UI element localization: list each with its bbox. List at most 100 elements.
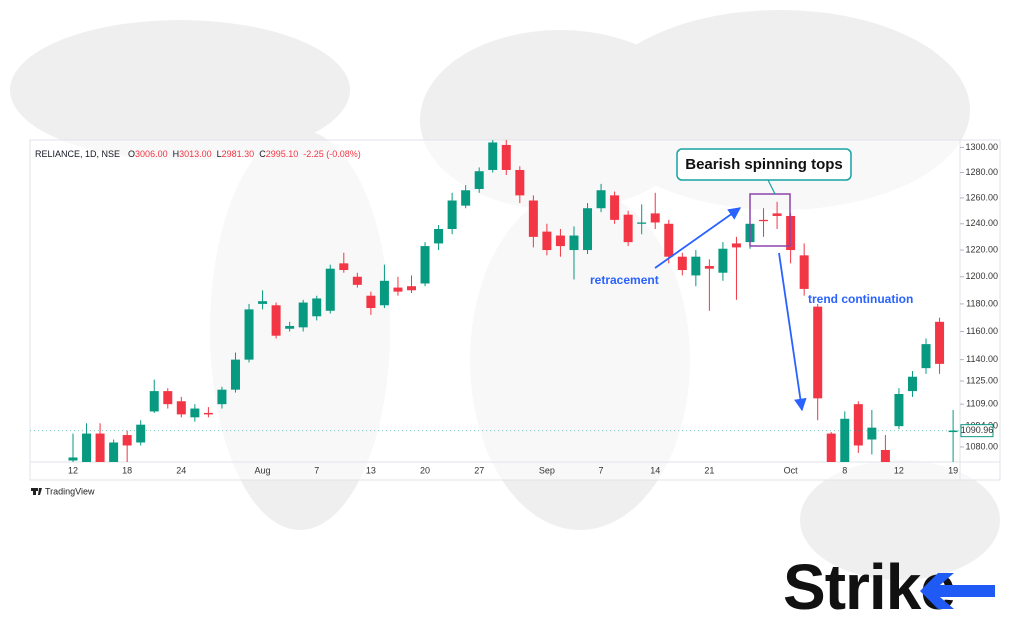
candle-body	[366, 295, 376, 309]
candle-body	[312, 298, 322, 317]
last-price-label: 1090.96	[961, 425, 994, 435]
last-price-box	[960, 424, 994, 438]
chart-panel	[29, 139, 1001, 481]
candle-body	[298, 302, 308, 328]
candle-body	[244, 309, 254, 360]
candle-body	[461, 190, 471, 206]
candle-body	[880, 449, 890, 462]
ohlc-value: 2995.10	[266, 149, 299, 159]
x-tick-label: 13	[366, 465, 376, 475]
candle-body	[691, 256, 701, 276]
continuation-arrow	[778, 252, 807, 412]
candle-body	[853, 404, 863, 446]
candle-body	[447, 200, 457, 229]
y-tick-label: 1109.00	[966, 399, 998, 409]
candle-body	[583, 208, 593, 251]
ohlc-value: 3006.00	[135, 149, 168, 159]
candle-body	[948, 430, 958, 433]
x-tick-label: 27	[474, 465, 484, 475]
candle-body	[569, 235, 579, 251]
candle-body	[759, 219, 769, 222]
ohlc-key: H	[173, 149, 180, 159]
candle-body	[542, 231, 552, 251]
ohlc-key: O	[128, 149, 135, 159]
y-tick-label: 1080.00	[965, 441, 998, 451]
x-tick-label: Oct	[784, 465, 799, 475]
x-tick-label: 14	[650, 465, 660, 475]
y-tick-label: 1125.00	[966, 375, 998, 385]
candle-body	[203, 412, 213, 415]
candle-body	[501, 144, 511, 170]
brand-arrow	[920, 573, 995, 609]
candle-body	[82, 433, 92, 462]
plot: 1300.00 1280.00 1260.00 1240.00 1220.00 1200.…	[30, 140, 998, 475]
ohlc-value: 2981.30	[222, 149, 255, 159]
candle-body	[393, 287, 403, 292]
callout-box	[676, 148, 852, 181]
candle-body	[935, 321, 945, 364]
candle-body	[379, 280, 389, 306]
candle-body	[176, 401, 186, 415]
candle-body	[907, 376, 917, 392]
candle-body	[637, 222, 647, 224]
candle-body	[555, 235, 565, 247]
candle-body	[190, 408, 200, 418]
candle-body	[95, 433, 105, 462]
candle-body	[420, 246, 430, 284]
candle-body	[407, 286, 416, 291]
candle-body	[68, 457, 78, 461]
candle-body	[474, 171, 484, 189]
x-tick-label: 7	[314, 465, 319, 475]
candle-body	[596, 190, 606, 209]
change: -2.25 (-0.08%)	[303, 149, 361, 159]
candle-body	[230, 359, 240, 390]
y-tick-label: 1260.00	[965, 192, 998, 202]
candle-body	[610, 195, 620, 220]
retracement-arrow	[654, 207, 742, 269]
candle-body	[325, 268, 335, 311]
x-tick-label: 12	[894, 465, 904, 475]
candle-body	[772, 213, 782, 216]
y-tick-label: 1140.00	[966, 354, 998, 364]
ohlc-key: L	[217, 149, 222, 159]
candle-body	[799, 255, 809, 289]
candle-body	[650, 213, 660, 223]
candle-body	[704, 266, 714, 269]
x-tick-label: 18	[122, 465, 132, 475]
tradingview-logo-icon	[31, 488, 42, 495]
candle-body	[921, 344, 931, 369]
candle-body	[731, 243, 741, 248]
ohlc-value: 3013.00	[179, 149, 212, 159]
candle-body	[664, 223, 674, 257]
candle-body	[515, 169, 525, 196]
x-tick-label: 24	[176, 465, 186, 475]
candle-body	[122, 435, 132, 446]
y-tick-label: 1220.00	[965, 244, 998, 254]
x-tick-label: 20	[420, 465, 430, 475]
retracement-label: retracement	[590, 273, 659, 287]
y-tick-label: 1200.00	[965, 271, 998, 281]
candle-body	[718, 248, 728, 273]
x-tick-label: 21	[704, 465, 714, 475]
y-tick-label: 1180.00	[966, 298, 998, 308]
candle-body	[813, 306, 823, 399]
continuation-label: trend continuation	[808, 292, 913, 306]
candle-body	[677, 256, 687, 271]
y-tick-label: 1160.00	[966, 326, 998, 336]
tradingview-logo: TradingView	[45, 486, 95, 496]
candle-body	[352, 276, 362, 285]
candle-body	[894, 393, 904, 427]
candle-body	[488, 142, 498, 170]
callout-connector	[767, 179, 776, 195]
symbol: RELIANCE, 1D, NSE	[35, 149, 120, 159]
y-tick-label: 1300.00	[965, 142, 998, 152]
x-tick-label: 8	[842, 465, 847, 475]
y-tick-label: 1240.00	[965, 218, 998, 228]
candle-body	[840, 418, 850, 462]
pattern-highlight	[749, 193, 791, 247]
candle-body	[163, 391, 173, 405]
candle-body	[867, 427, 877, 440]
candle-body	[339, 263, 349, 271]
y-tick-label: 1280.00	[965, 167, 998, 177]
